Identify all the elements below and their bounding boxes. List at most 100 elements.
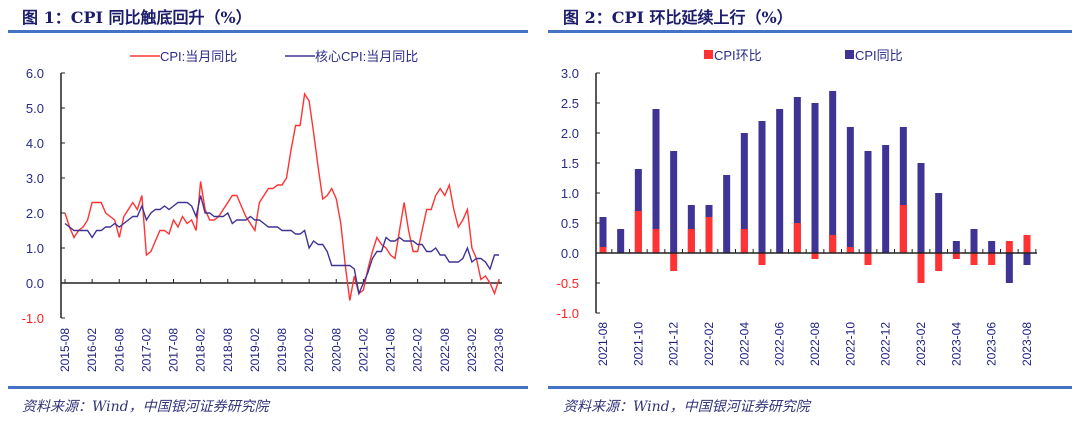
y-tick-label: -0.5 <box>557 276 579 291</box>
y-tick-label: 3.0 <box>561 66 579 81</box>
bar-cpi-yoy <box>723 175 731 253</box>
bar-cpi-mom <box>670 253 678 271</box>
bar-cpi-mom <box>864 253 872 265</box>
bar-cpi-yoy <box>617 229 625 253</box>
bar-cpi-yoy <box>758 121 766 253</box>
bar-cpi-mom <box>793 223 801 253</box>
x-tick-label: 2022-08 <box>438 328 452 372</box>
y-tick-label: 0.0 <box>561 246 579 261</box>
legend-label: CPI:当月同比 <box>160 49 237 64</box>
bar-cpi-yoy <box>652 109 660 253</box>
bar-cpi-yoy <box>917 163 925 253</box>
x-tick-label: 2017-02 <box>139 328 153 372</box>
bar-cpi-mom <box>829 235 837 253</box>
figure2-title: 图 2：CPI 环比延续上行（%） <box>563 8 793 27</box>
x-tick-label: 2021-10 <box>631 322 645 366</box>
series-line-core-cpi <box>64 195 499 296</box>
bar-cpi-yoy <box>899 127 907 253</box>
x-tick-label: 2023-02 <box>465 328 479 372</box>
bar-cpi-mom <box>1023 235 1031 253</box>
x-tick-label: 2023-08 <box>492 328 506 372</box>
legend-swatch <box>845 50 854 59</box>
bar-cpi-mom <box>952 253 960 259</box>
x-tick-label: 2022-08 <box>808 322 822 366</box>
figure1-bottom-rule <box>8 386 528 389</box>
y-tick-label: 0.0 <box>26 276 44 291</box>
bar-cpi-mom <box>599 247 607 253</box>
y-tick-label: 2.0 <box>26 206 44 221</box>
figure1-top-rule <box>8 30 528 33</box>
bar-cpi-yoy <box>882 145 890 253</box>
x-tick-label: 2023-04 <box>949 322 963 366</box>
x-tick-label: 2023-06 <box>985 322 999 366</box>
bar-cpi-yoy <box>670 151 678 253</box>
bar-cpi-mom <box>758 253 766 265</box>
x-tick-label: 2022-02 <box>411 328 425 372</box>
bar-cpi-mom <box>988 253 996 265</box>
x-tick-label: 2022-02 <box>702 322 716 366</box>
bar-cpi-yoy <box>740 133 748 253</box>
bar-cpi-yoy <box>1005 253 1013 283</box>
x-tick-label: 2015-08 <box>58 328 72 372</box>
x-tick-label: 2023-02 <box>914 322 928 366</box>
y-tick-label: 2.5 <box>561 96 579 111</box>
y-tick-label: 6.0 <box>26 66 44 81</box>
bar-cpi-yoy <box>829 91 837 253</box>
bar-cpi-yoy <box>776 109 784 253</box>
bar-cpi-mom <box>687 229 695 253</box>
bar-cpi-yoy <box>935 193 943 253</box>
y-tick-label: -1.0 <box>22 311 44 326</box>
figure1-source: 资料来源：Wind，中国银河证券研究院 <box>22 399 269 415</box>
bar-cpi-yoy <box>793 97 801 253</box>
bar-cpi-yoy <box>1023 253 1031 265</box>
x-tick-label: 2021-08 <box>384 328 398 372</box>
x-tick-label: 2019-02 <box>248 328 262 372</box>
x-tick-label: 2016-08 <box>112 328 126 372</box>
bar-cpi-yoy <box>846 127 854 253</box>
bar-cpi-mom <box>917 253 925 283</box>
figure2-source: 资料来源：Wind，中国银河证券研究院 <box>563 399 810 415</box>
bar-cpi-mom <box>652 229 660 253</box>
bar-cpi-mom <box>970 253 978 265</box>
bar-cpi-mom <box>1005 241 1013 253</box>
x-tick-label: 2022-12 <box>879 322 893 366</box>
x-tick-label: 2022-04 <box>737 322 751 366</box>
bar-cpi-yoy <box>599 217 607 253</box>
x-tick-label: 2021-02 <box>356 328 370 372</box>
y-tick-label: 4.0 <box>26 136 44 151</box>
y-tick-label: 0.5 <box>561 216 579 231</box>
x-tick-label: 2018-02 <box>194 328 208 372</box>
y-tick-label: 2.0 <box>561 126 579 141</box>
bar-cpi-mom <box>634 211 642 253</box>
y-tick-label: 5.0 <box>26 101 44 116</box>
y-tick-label: 3.0 <box>26 171 44 186</box>
bar-cpi-mom <box>935 253 943 271</box>
legend-swatch <box>704 50 713 59</box>
bar-cpi-mom <box>705 217 713 253</box>
x-tick-label: 2021-12 <box>667 322 681 366</box>
bar-cpi-mom <box>740 229 748 253</box>
figure2-bottom-rule <box>548 386 1072 389</box>
bar-cpi-mom <box>846 247 854 253</box>
bar-cpi-yoy <box>864 151 872 253</box>
legend-label: CPI同比 <box>855 48 903 63</box>
x-tick-label: 2020-02 <box>302 328 316 372</box>
bar-cpi-yoy <box>952 241 960 253</box>
y-tick-label: -1.0 <box>557 306 579 321</box>
legend-label: 核心CPI:当月同比 <box>315 49 418 64</box>
x-tick-label: 2016-02 <box>85 328 99 372</box>
bar-cpi-yoy <box>988 241 996 253</box>
figure1-title: 图 1：CPI 同比触底回升（%） <box>22 8 252 27</box>
figure2-top-rule <box>548 30 1072 33</box>
y-tick-label: 1.5 <box>561 156 579 171</box>
x-tick-label: 2018-08 <box>221 328 235 372</box>
x-tick-label: 2022-10 <box>843 322 857 366</box>
x-tick-label: 2021-08 <box>596 322 610 366</box>
x-tick-label: 2019-08 <box>275 328 289 372</box>
x-tick-label: 2022-06 <box>773 322 787 366</box>
bar-cpi-mom <box>899 205 907 253</box>
bar-cpi-mom <box>811 253 819 259</box>
x-tick-label: 2020-08 <box>329 328 343 372</box>
legend-label: CPI环比 <box>714 48 762 63</box>
